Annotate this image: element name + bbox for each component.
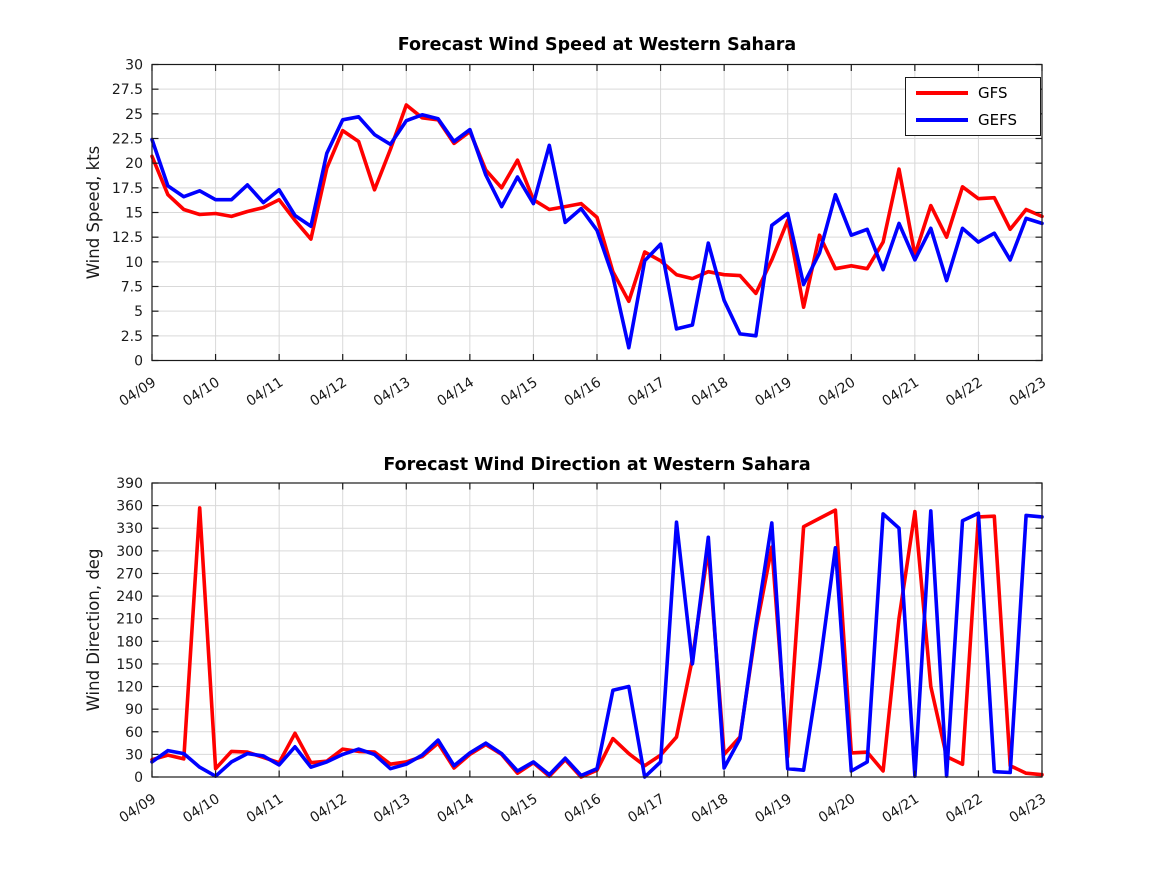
wind-direction-title: Forecast Wind Direction at Western Sahar… <box>383 455 810 475</box>
y-tick-label: 10 <box>125 255 143 271</box>
y-tick-label: 17.5 <box>112 181 143 197</box>
wind-direction-ylabel: Wind Direction, deg <box>84 549 103 712</box>
gefs-series-line <box>150 113 1044 350</box>
gefs-legend-label: GEFS <box>978 110 1017 129</box>
x-tick-label: 04/11 <box>244 374 287 409</box>
x-tick-label: 04/20 <box>816 374 859 409</box>
gfs-line-swatch <box>916 91 968 95</box>
y-tick-label: 90 <box>125 702 143 718</box>
x-tick-label: 04/19 <box>752 791 795 826</box>
x-tick-label: 04/21 <box>879 374 922 409</box>
x-tick-label: 04/18 <box>689 374 732 409</box>
y-tick-label: 390 <box>116 476 143 492</box>
x-tick-label: 04/22 <box>943 374 986 409</box>
y-tick-label: 22.5 <box>112 132 143 148</box>
x-tick-label: 04/21 <box>879 791 922 826</box>
legend-box: GFS GEFS <box>905 77 1041 136</box>
y-tick-label: 20 <box>125 156 143 172</box>
x-tick-label: 04/20 <box>816 791 859 826</box>
y-tick-label: 5 <box>134 304 143 320</box>
gefs-series-line <box>150 509 1044 779</box>
y-tick-label: 2.5 <box>121 329 143 345</box>
gfs-series-line <box>150 103 1044 310</box>
x-tick-label: 04/17 <box>625 374 668 409</box>
x-tick-label: 04/13 <box>371 374 414 409</box>
y-tick-label: 15 <box>125 206 143 222</box>
x-tick-label: 04/15 <box>498 791 541 826</box>
y-tick-label: 0 <box>134 354 143 370</box>
x-tick-label: 04/14 <box>434 791 477 826</box>
x-tick-label: 04/10 <box>180 374 223 409</box>
y-tick-label: 330 <box>116 521 143 537</box>
y-tick-label: 27.5 <box>112 82 143 98</box>
x-tick-label: 04/16 <box>562 374 605 409</box>
x-tick-label: 04/15 <box>498 374 541 409</box>
y-tick-label: 7.5 <box>121 280 143 296</box>
y-tick-label: 30 <box>125 58 143 74</box>
y-tick-label: 270 <box>116 566 143 582</box>
y-tick-label: 120 <box>116 680 143 696</box>
legend-row-gfs: GFS <box>906 81 1040 105</box>
wind-speed-title: Forecast Wind Speed at Western Sahara <box>398 35 796 55</box>
y-tick-label: 360 <box>116 499 143 515</box>
gfs-legend-label: GFS <box>978 83 1008 102</box>
x-tick-label: 04/19 <box>752 374 795 409</box>
y-tick-label: 60 <box>125 725 143 741</box>
x-tick-label: 04/23 <box>1007 374 1050 409</box>
y-tick-label: 0 <box>134 770 143 786</box>
x-tick-label: 04/12 <box>307 791 350 826</box>
y-tick-label: 12.5 <box>112 230 143 246</box>
y-tick-label: 180 <box>116 634 143 650</box>
y-tick-label: 240 <box>116 589 143 605</box>
x-tick-label: 04/14 <box>434 374 477 409</box>
x-tick-label: 04/13 <box>371 791 414 826</box>
x-tick-label: 04/22 <box>943 791 986 826</box>
y-tick-label: 210 <box>116 612 143 628</box>
y-tick-label: 150 <box>116 657 143 673</box>
x-tick-label: 04/12 <box>307 374 350 409</box>
x-tick-label: 04/23 <box>1007 791 1050 826</box>
y-tick-label: 30 <box>125 747 143 763</box>
wind-direction-plot: 0 30 60 90 120 150 180 210 240 270 300 330 360 390 04/… <box>116 476 1049 826</box>
x-tick-label: 04/16 <box>562 791 605 826</box>
legend-row-gefs: GEFS <box>906 108 1040 132</box>
wind-speed-ylabel: Wind Speed, kts <box>84 146 103 280</box>
x-tick-label: 04/11 <box>244 791 287 826</box>
x-tick-label: 04/17 <box>625 791 668 826</box>
y-tick-label: 300 <box>116 544 143 560</box>
x-tick-label: 04/09 <box>117 791 160 826</box>
x-tick-label: 04/18 <box>689 791 732 826</box>
y-tick-label: 25 <box>125 107 143 123</box>
x-tick-label: 04/09 <box>117 374 160 409</box>
x-tick-label: 04/10 <box>180 791 223 826</box>
gefs-line-swatch <box>916 118 968 122</box>
